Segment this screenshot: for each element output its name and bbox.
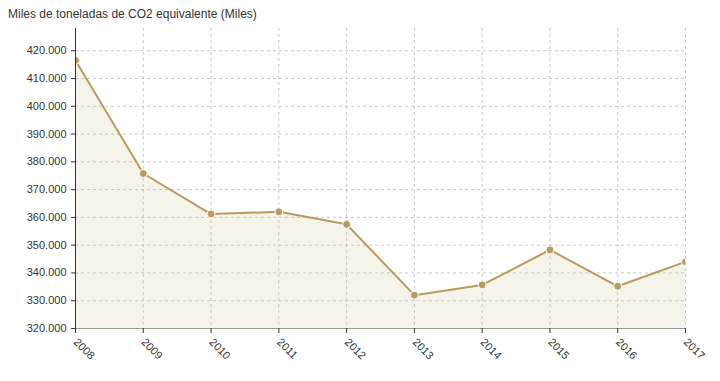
svg-text:420.000: 420.000 <box>27 44 67 56</box>
svg-text:380.000: 380.000 <box>27 155 67 167</box>
svg-text:320.000: 320.000 <box>27 322 67 334</box>
svg-text:410.000: 410.000 <box>27 72 67 84</box>
svg-text:2016: 2016 <box>614 336 640 362</box>
svg-text:2011: 2011 <box>275 336 300 361</box>
svg-text:390.000: 390.000 <box>27 128 67 140</box>
svg-text:2014: 2014 <box>478 336 504 362</box>
svg-text:330.000: 330.000 <box>27 294 67 306</box>
svg-text:2009: 2009 <box>139 336 165 362</box>
svg-text:370.000: 370.000 <box>27 183 67 195</box>
svg-text:360.000: 360.000 <box>27 211 67 223</box>
svg-text:350.000: 350.000 <box>27 239 67 251</box>
svg-text:2013: 2013 <box>410 336 436 362</box>
svg-text:2015: 2015 <box>546 336 572 362</box>
svg-text:2010: 2010 <box>207 336 233 362</box>
svg-text:2008: 2008 <box>72 336 98 362</box>
svg-text:2017: 2017 <box>682 336 708 362</box>
svg-text:2012: 2012 <box>343 336 369 362</box>
svg-text:340.000: 340.000 <box>27 266 67 278</box>
html-text:Miles de toneladas de CO2 equi: Miles de toneladas de CO2 equivalente (M… <box>8 7 257 21</box>
svg-text:400.000: 400.000 <box>27 100 67 112</box>
